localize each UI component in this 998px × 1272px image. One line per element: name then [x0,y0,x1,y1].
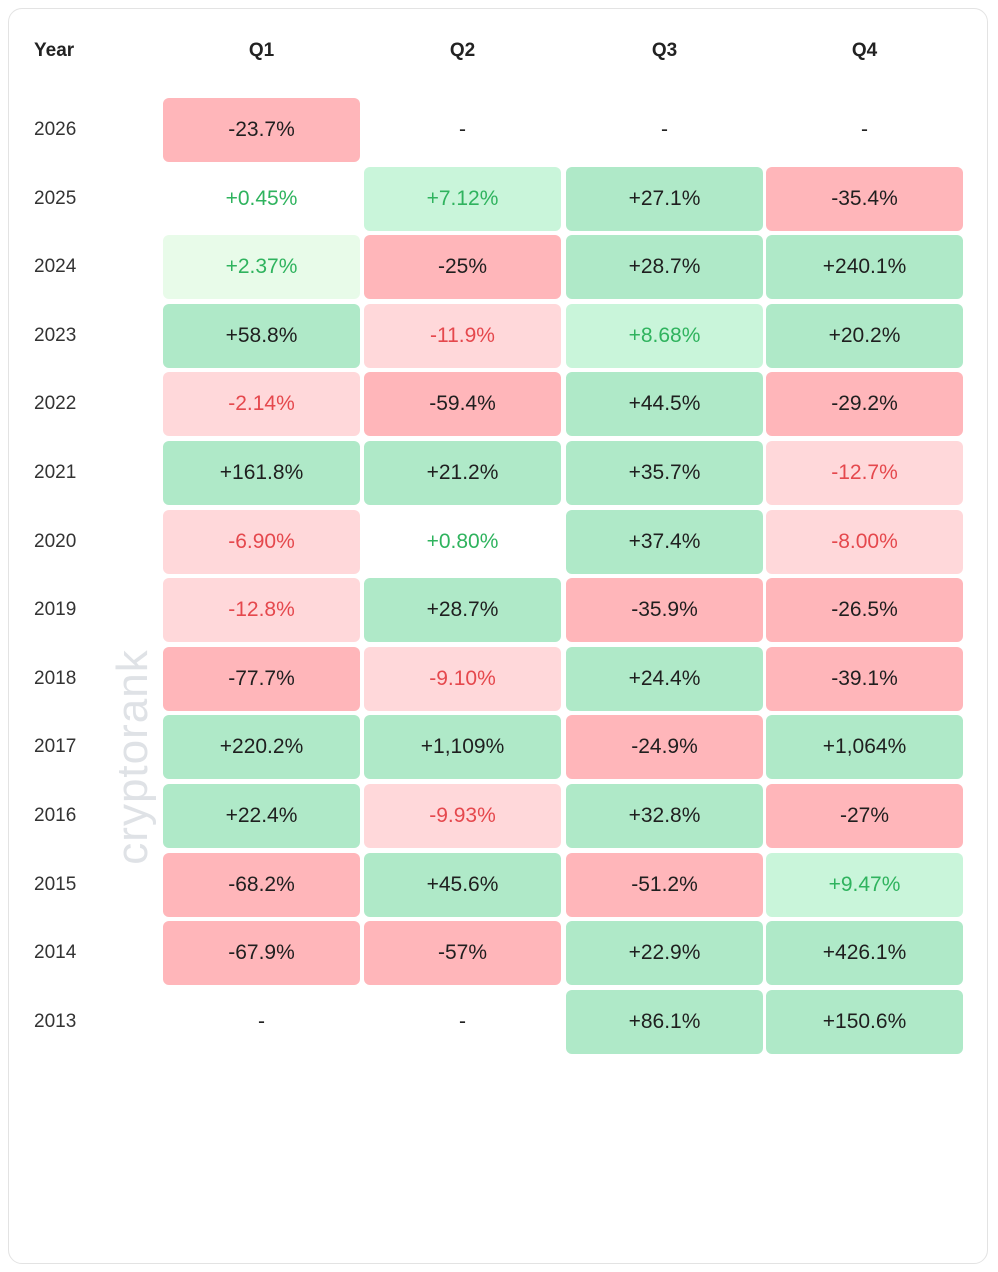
return-cell: +8.68% [566,303,763,368]
return-cell: +2.37% [163,235,360,300]
return-cell: -67.9% [163,921,360,986]
return-cell: -6.90% [163,509,360,574]
year-label: 2020 [34,530,77,552]
quarter-header: Q1 [248,40,275,61]
year-label: 2022 [34,393,77,415]
year-header: Year [34,40,75,61]
return-cell: +32.8% [566,784,763,848]
return-cell: +1,064% [766,715,963,780]
return-cell: -51.2% [566,852,763,917]
return-cell: -2.14% [163,372,360,437]
return-cell: -39.1% [766,646,963,711]
return-cell: +7.12% [364,166,561,231]
year-label: 2023 [34,324,77,346]
return-cell: +150.6% [766,989,963,1054]
year-label: 2016 [34,805,77,826]
return-cell: -59.4% [364,372,561,437]
year-label: 2014 [34,942,77,964]
quarter-header: Q4 [851,40,878,61]
return-cell: +37.4% [566,509,763,574]
quarter-header: Q3 [651,40,678,61]
return-cell: +240.1% [766,235,963,300]
return-cell: -27% [766,784,963,848]
year-label: 2015 [34,873,77,895]
year-label: 2019 [34,599,77,621]
return-cell: -57% [364,921,561,986]
return-cell: -29.2% [766,372,963,437]
return-cell: -12.8% [163,578,360,643]
return-cell: +28.7% [364,578,561,643]
return-cell: -25% [364,235,561,300]
return-cell: +426.1% [766,921,963,986]
return-cell: -24.9% [566,715,763,780]
return-cell: - [258,1009,265,1033]
return-cell: +22.4% [163,784,360,848]
return-cell: +28.7% [566,235,763,300]
year-label: 2026 [34,119,77,140]
return-cell: -26.5% [766,578,963,643]
return-cell: +24.4% [566,646,763,711]
return-cell: -77.7% [163,646,360,711]
return-cell: -12.7% [766,441,963,505]
return-cell: -23.7% [163,98,360,162]
return-cell: - [459,1009,466,1033]
year-label: 2017 [34,736,77,758]
return-cell: -8.00% [766,509,963,574]
return-cell: -11.9% [364,303,561,368]
year-label: 2018 [34,667,77,689]
year-label: 2025 [34,187,77,209]
return-cell: -9.93% [364,784,561,848]
return-cell: +0.80% [426,529,499,553]
year-label: 2013 [34,1010,77,1032]
return-cell: +45.6% [364,852,561,917]
return-cell: -35.9% [566,578,763,643]
return-cell: -9.10% [364,646,561,711]
return-cell: +58.8% [163,303,360,368]
quarter-header: Q2 [449,40,476,61]
return-cell: +161.8% [163,441,360,505]
return-cell: - [661,118,668,141]
returns-card: cryptorank Year Q1 Q2 Q3 Q4 2026 -23.7% - - -2025… [8,8,988,1264]
return-cell: -68.2% [163,852,360,917]
return-cell: +20.2% [766,303,963,368]
return-cell: +35.7% [566,441,763,505]
return-cell: +44.5% [566,372,763,437]
return-cell: +21.2% [364,441,561,505]
year-label: 2024 [34,256,77,278]
return-cell: +220.2% [163,715,360,780]
return-cell: -35.4% [766,166,963,231]
return-cell: +27.1% [566,166,763,231]
return-cell: +1,109% [364,715,561,780]
return-cell: +86.1% [566,989,763,1054]
return-cell: +22.9% [566,921,763,986]
return-cell: +0.45% [225,186,298,210]
return-cell: - [861,118,868,141]
return-cell: - [459,118,466,141]
return-cell: +9.47% [766,852,963,917]
year-label: 2021 [34,462,77,483]
